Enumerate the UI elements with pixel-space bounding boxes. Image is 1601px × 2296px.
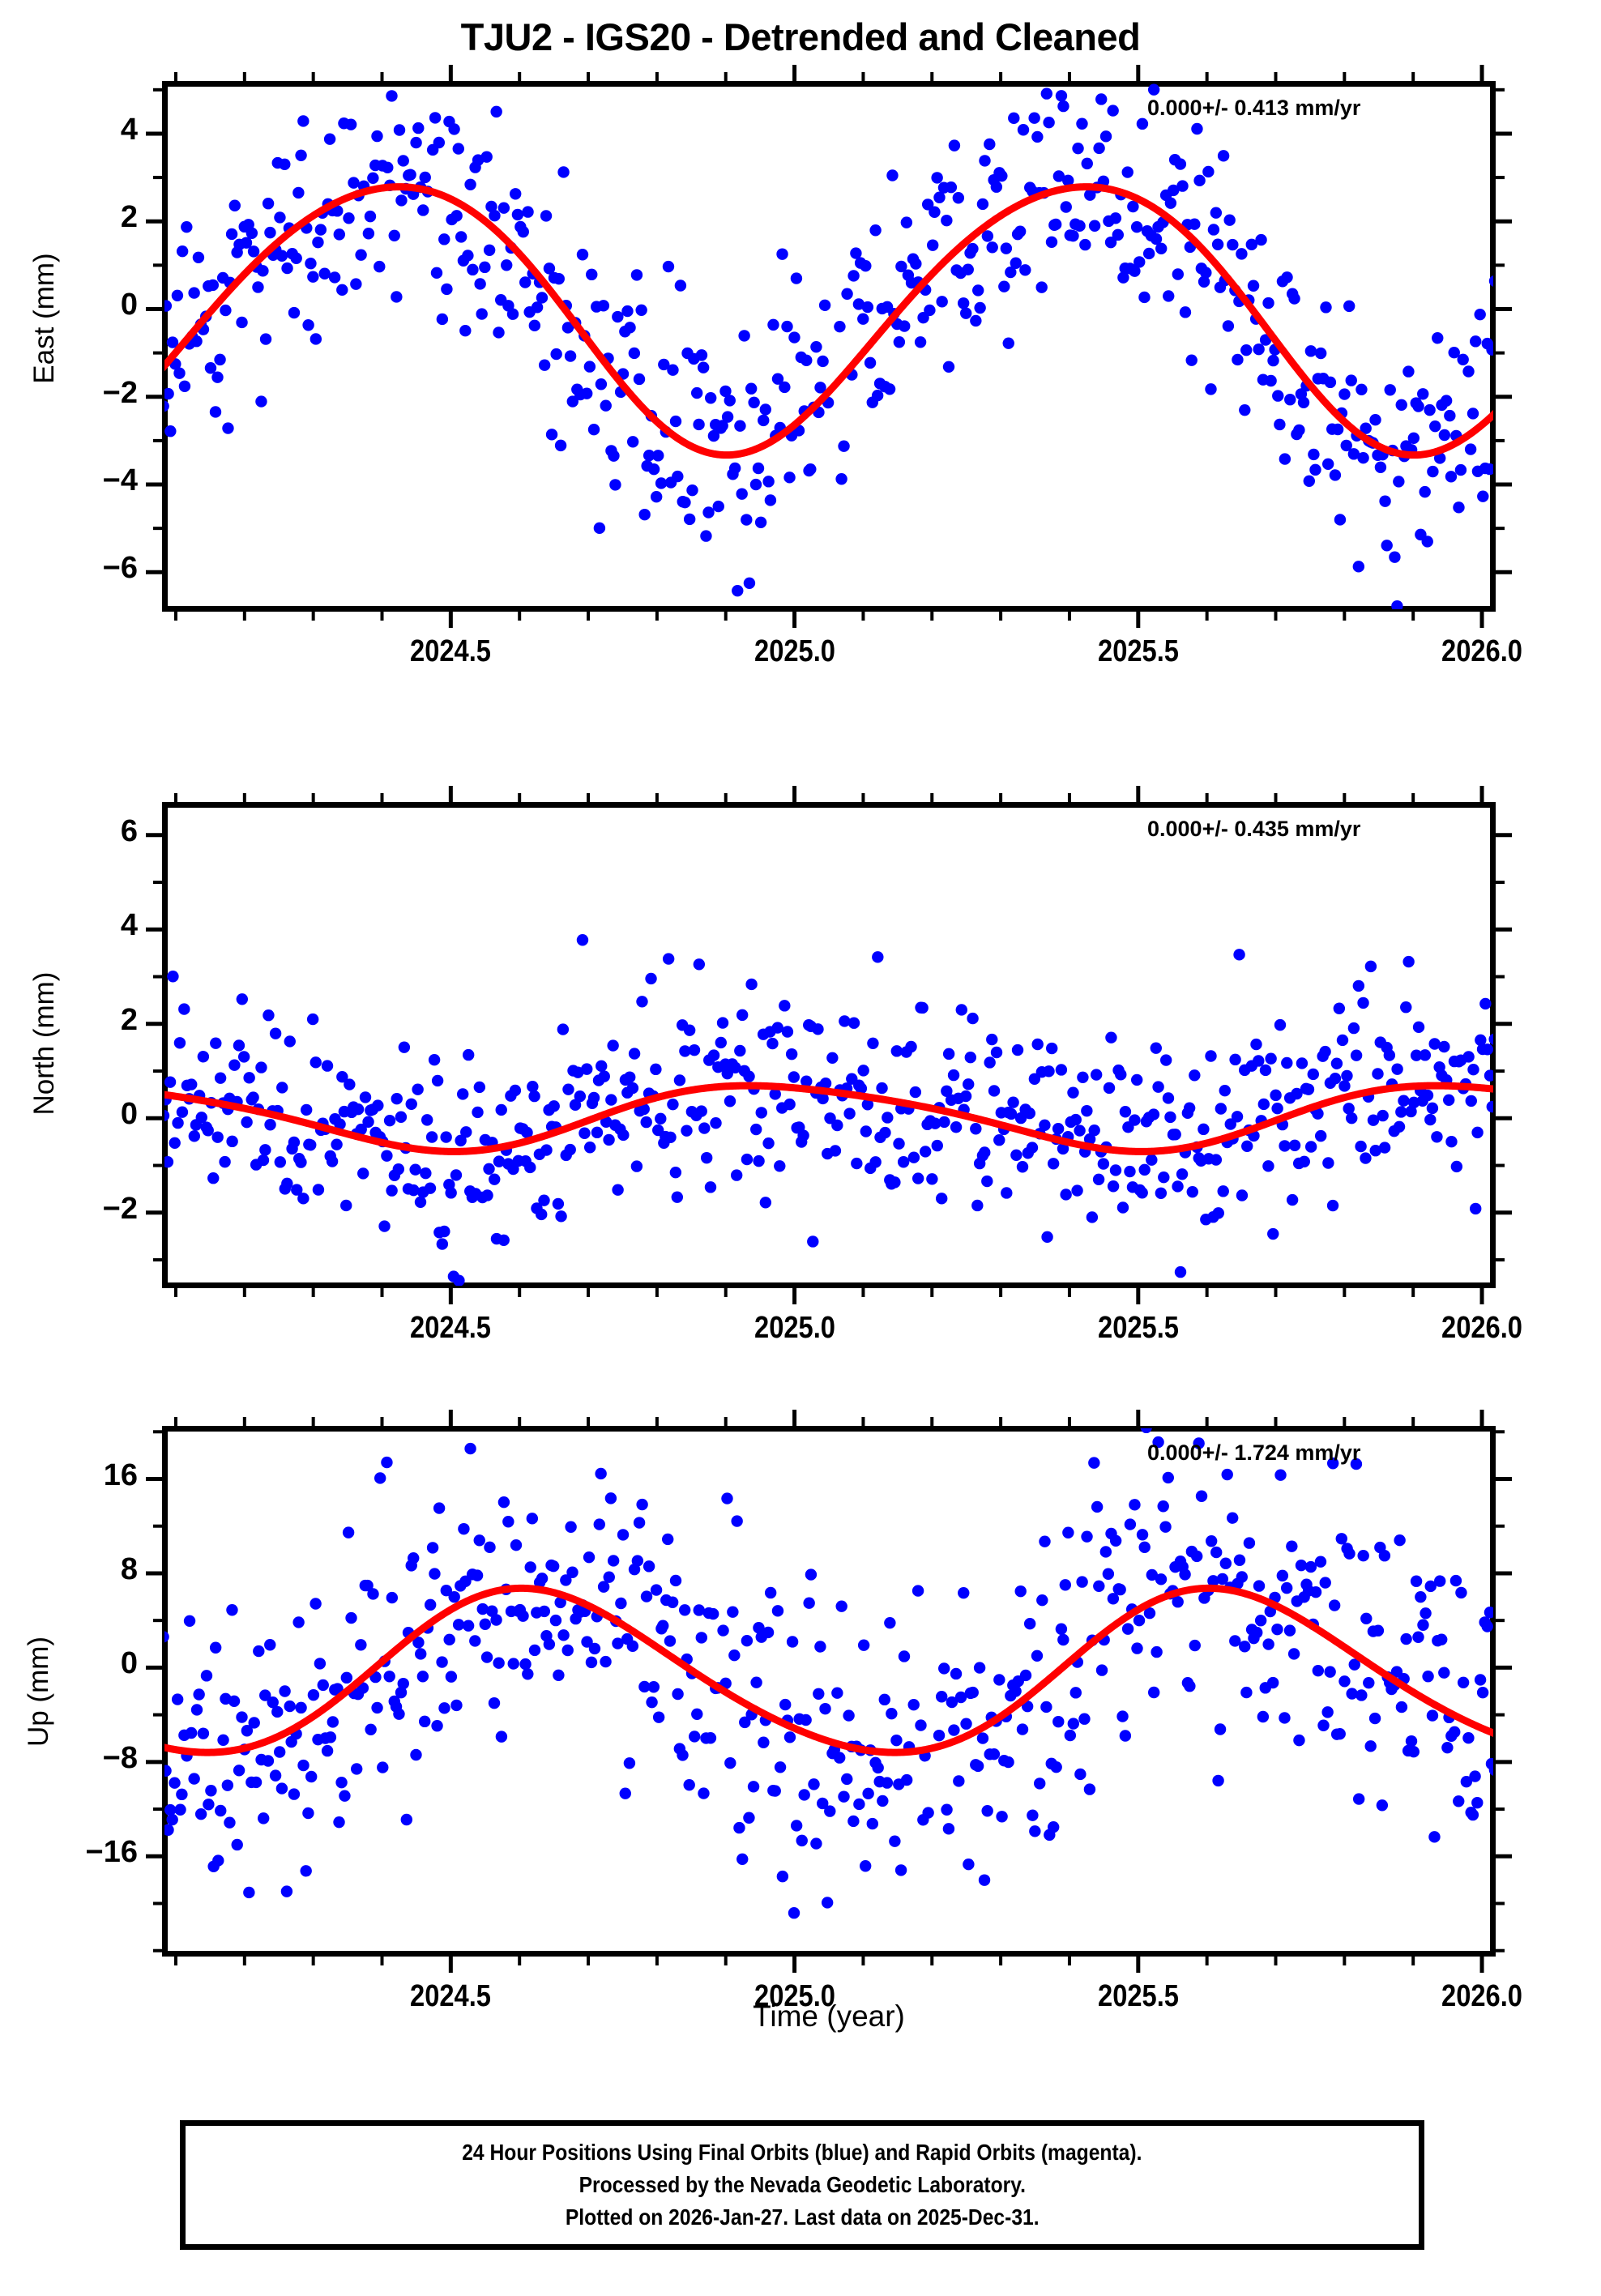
fit-curve-north [164,1082,1493,1155]
ytick-label-east: 0 [120,288,138,322]
data-layer-east [164,83,1493,609]
scatter-points-up [164,1428,1493,1919]
caption-line-2: Processed by the Nevada Geodetic Laborat… [578,2172,1026,2198]
axis-ticks-north [146,786,1512,1304]
ytick-label-up: −8 [102,1740,138,1775]
rate-annotation-up: 0.000+/- 1.724 mm/yr [1147,1440,1361,1465]
xtick-label-up: 2025.5 [1097,1979,1179,2013]
xtick-label-up: 2026.0 [1441,1979,1522,2013]
ytick-label-up: 8 [120,1551,138,1586]
rate-annotation-north: 0.000+/- 0.435 mm/yr [1147,817,1361,841]
ytick-label-north: 6 [120,813,138,848]
rate-annotation-east: 0.000+/- 0.413 mm/yr [1147,96,1361,120]
fit-curve-east [164,183,1493,459]
y-axis-label-up: Up (mm) [23,1636,54,1748]
xtick-label-north: 2024.5 [410,1311,492,1345]
axis-ticks-east [146,65,1512,628]
ytick-label-up: 0 [120,1646,138,1681]
xtick-label-north: 2026.0 [1441,1311,1522,1345]
xtick-label-north: 2025.5 [1097,1311,1179,1345]
ytick-label-north: 4 [120,908,138,943]
ytick-label-east: −2 [102,375,138,410]
x-axis-label: Time (year) [753,1999,905,2033]
ytick-label-up: 16 [103,1457,138,1492]
xtick-label-east: 2025.0 [754,634,835,668]
plot-frame-up [162,1426,1496,1957]
caption-line-1: 24 Hour Positions Using Final Orbits (bl… [462,2140,1142,2166]
data-layer-north [164,934,1493,1286]
ytick-label-east: −4 [102,463,138,498]
ytick-label-north: −2 [102,1191,138,1226]
page-title: TJU2 - IGS20 - Detrended and Cleaned [460,15,1141,58]
ytick-label-north: 0 [120,1097,138,1132]
plot-frame-north [162,802,1496,1288]
ytick-label-east: −6 [102,551,138,586]
xtick-label-east: 2025.5 [1097,634,1179,668]
caption-box: 24 Hour Positions Using Final Orbits (bl… [180,2120,1424,2250]
ytick-label-up: −16 [85,1835,138,1870]
xtick-label-up: 2025.0 [754,1979,835,2013]
fit-curve-up [164,1584,1493,1756]
xtick-label-north: 2025.0 [754,1311,835,1345]
data-layer-up [164,1428,1493,1919]
ytick-label-north: 2 [120,1002,138,1037]
ytick-label-east: 4 [120,112,138,147]
caption-line-3: Plotted on 2026-Jan-27. Last data on 202… [565,2204,1040,2230]
xtick-label-east: 2026.0 [1441,634,1522,668]
axis-ticks-up [146,1410,1512,1973]
ytick-label-east: 2 [120,200,138,235]
xtick-label-east: 2024.5 [410,634,492,668]
xtick-label-up: 2024.5 [410,1979,492,2013]
